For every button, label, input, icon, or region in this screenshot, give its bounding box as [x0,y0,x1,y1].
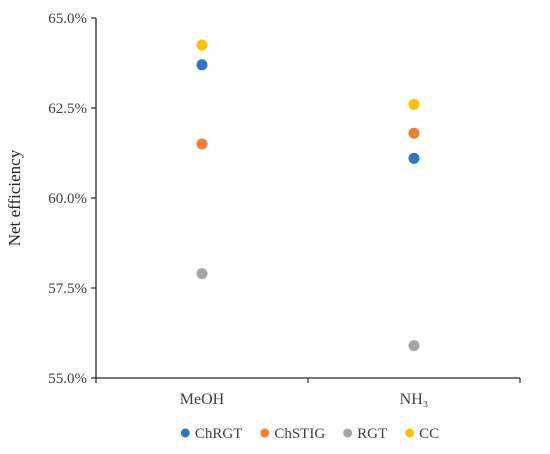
data-point-rgt [196,268,208,280]
legend: ChRGT ChSTIG RGT CC [180,426,439,442]
x-category-label: NH₃ [400,391,429,408]
legend-label-cc: CC [419,426,439,442]
legend-label-chrgt: ChRGT [195,426,243,442]
data-point-chrgt [408,152,420,164]
data-point-cc [408,98,420,110]
data-point-chrgt [196,59,208,71]
y-tick-label: 65.0% [48,11,87,27]
legend-marker-chstig [260,428,270,438]
x-category-label: MeOH [180,391,225,408]
axes [95,18,520,379]
y-tick-label: 57.5% [48,281,87,297]
y-axis-ticks: 55.0% 57.5% 60.0% 62.5% 65.0% [48,11,96,387]
x-axis-categories: MeOH NH₃ [95,378,521,408]
y-tick-label: 55.0% [48,371,87,387]
legend-label-chstig: ChSTIG [274,426,325,442]
data-points [196,39,420,352]
y-tick-label: 60.0% [48,191,87,207]
data-point-cc [196,39,208,51]
y-tick-label: 62.5% [48,101,87,117]
legend-marker-rgt [343,428,353,438]
legend-label-rgt: RGT [357,426,387,442]
data-point-rgt [408,340,420,352]
legend-marker-cc [405,428,415,438]
data-point-chstig [196,138,208,150]
legend-marker-chrgt [180,428,190,438]
data-point-chstig [408,127,420,139]
y-axis-title: Net efficiency [5,149,24,246]
